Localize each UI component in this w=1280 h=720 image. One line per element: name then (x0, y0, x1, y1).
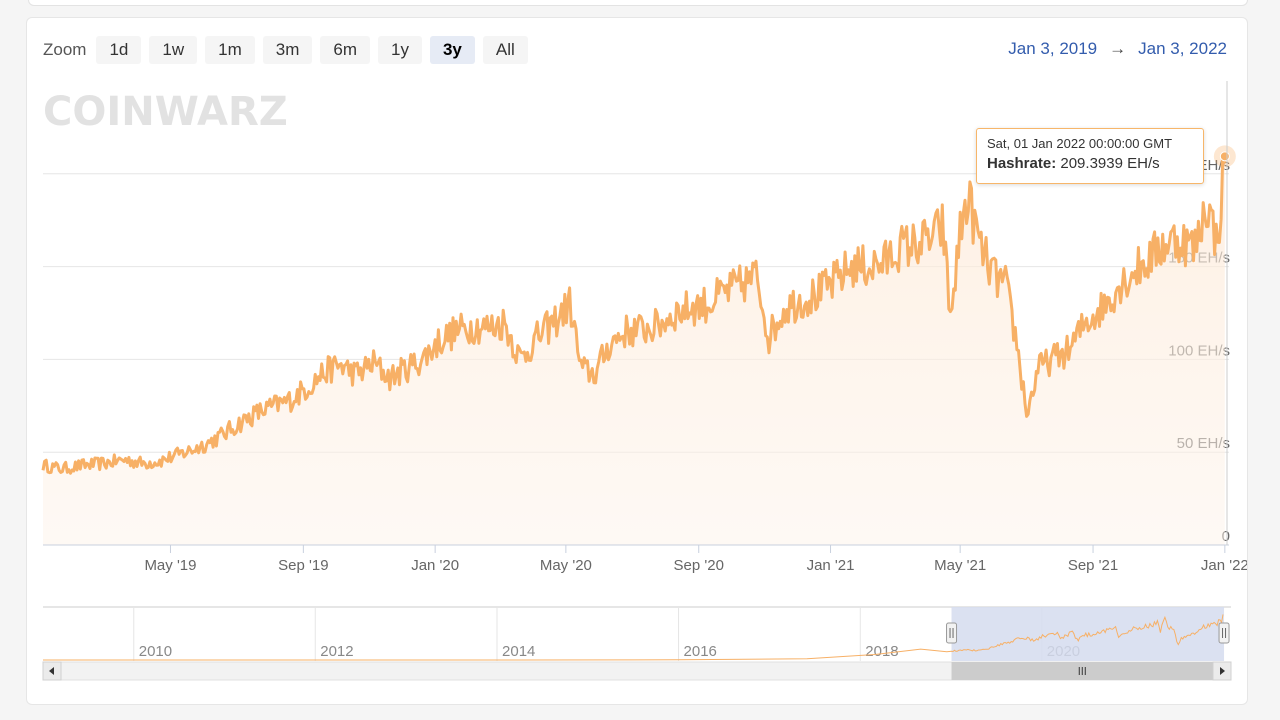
x-tick-label: May '19 (144, 557, 196, 574)
navigator-year-label: 2012 (320, 643, 353, 660)
navigator[interactable]: 201020122014201620182020 (43, 607, 1231, 661)
x-tick-label: Sep '20 (674, 557, 724, 574)
navigator-scrollbar[interactable] (43, 662, 1231, 680)
x-tick-label: Jan '21 (807, 557, 855, 574)
navigator-year-label: 2010 (139, 643, 172, 660)
tooltip-value-line: Hashrate: 209.3939 EH/s (987, 155, 1193, 172)
hashrate-line-chart: COINWARZ 050 EH/s100 EH/s150 EH/sEH/s Ma… (27, 18, 1247, 704)
tooltip-date: Sat, 01 Jan 2022 00:00:00 GMT (987, 136, 1193, 151)
hover-point-marker[interactable] (1220, 152, 1229, 161)
coinwarz-watermark-logo: COINWARZ (43, 89, 288, 135)
x-tick-label: Jan '20 (411, 557, 459, 574)
navigator-year-label: 2016 (684, 643, 717, 660)
tooltip-series-label: Hashrate: (987, 155, 1056, 172)
navigator-selected-range[interactable] (952, 607, 1225, 661)
x-tick-label: Sep '21 (1068, 557, 1118, 574)
x-tick-label: Jan '22 (1201, 557, 1247, 574)
x-tick-label: May '21 (934, 557, 986, 574)
handle-body[interactable] (1219, 623, 1229, 643)
previous-card-edge (28, 0, 1248, 6)
navigator-left-handle[interactable] (947, 623, 957, 643)
tooltip-value: 209.3939 EH/s (1060, 155, 1159, 172)
hashrate-chart-card: Zoom 1d 1w 1m 3m 6m 1y 3y All Jan 3, 201… (26, 17, 1248, 705)
x-tick-label: Sep '19 (278, 557, 328, 574)
x-tick-label: May '20 (540, 557, 592, 574)
navigator-right-handle[interactable] (1219, 623, 1229, 643)
data-point-tooltip: Sat, 01 Jan 2022 00:00:00 GMT Hashrate: … (976, 128, 1204, 184)
navigator-year-label: 2018 (865, 643, 898, 660)
handle-body[interactable] (947, 623, 957, 643)
hashrate-series (43, 145, 1236, 545)
navigator-year-label: 2014 (502, 643, 535, 660)
x-axis-ticks: May '19 Sep '19 Jan '20 May '20 Sep '20 Jan '… (144, 545, 1247, 574)
navigator-year-ticks: 201020122014201620182020 (134, 607, 1080, 661)
